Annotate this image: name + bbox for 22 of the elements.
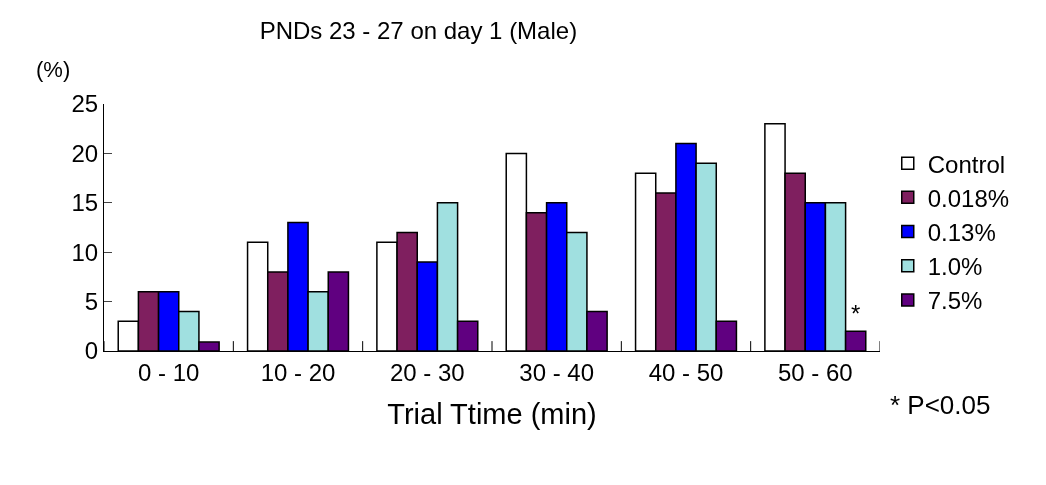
legend-label: 0.018%	[927, 184, 1010, 212]
y-tick-label: 10	[71, 238, 99, 266]
x-tick-label: 30 - 40	[519, 358, 595, 386]
legend-label: 0.13%	[927, 218, 996, 246]
y-tick-label: 0	[84, 337, 99, 365]
y-tick-label: 20	[71, 139, 99, 167]
x-tick-label: 20 - 30	[389, 358, 465, 386]
legend-label: 1.0%	[927, 253, 983, 281]
text: * P<0.05	[890, 390, 991, 420]
x-tick-label: 50 - 60	[777, 358, 853, 386]
y-tick-label: 25	[71, 90, 99, 118]
legend-label: Control	[927, 150, 1006, 178]
chart-title: PNDs 23 - 27 on day 1 (Male)	[259, 16, 578, 44]
x-tick-label: 0 - 10	[137, 358, 200, 386]
y-tick-label: 5	[84, 288, 99, 315]
x-tick-label: 40 - 50	[648, 358, 724, 386]
legend-label: 7.5%	[927, 287, 983, 315]
y-axis-title: (%)	[36, 57, 71, 82]
x-tick-label: 10 - 20	[260, 358, 336, 386]
y-tick-label: 15	[71, 189, 99, 217]
x-axis-title: Trial Ttime (min)	[387, 397, 597, 430]
annotation: *	[851, 300, 861, 327]
